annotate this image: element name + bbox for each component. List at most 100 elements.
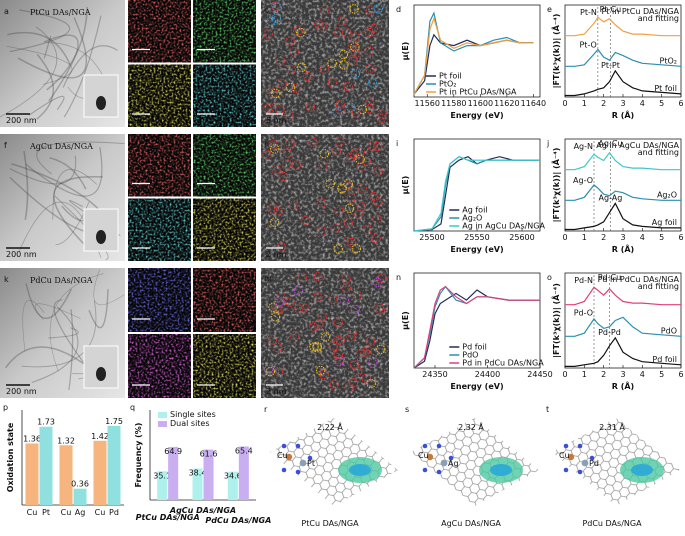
- scale-label: 200 nm: [6, 116, 37, 125]
- atom-marker: [285, 297, 295, 307]
- atom-marker: [328, 294, 338, 305]
- bar: [25, 443, 39, 505]
- atom-marker: [373, 166, 383, 177]
- x-tick-label: 6: [678, 370, 683, 379]
- atom-marker: [356, 202, 366, 212]
- bar: [59, 445, 73, 505]
- atom-marker: [368, 191, 379, 202]
- model-label: PdCu DAs/NGA: [582, 519, 642, 528]
- atom-marker: [331, 146, 342, 157]
- atom-label: Cu: [418, 451, 429, 460]
- atom-marker: [294, 304, 304, 314]
- atom-marker: [285, 138, 295, 149]
- atom-marker: [268, 140, 279, 150]
- x-tick-label: 5: [659, 370, 664, 379]
- atom-marker: [267, 204, 277, 214]
- panel-letter: f: [4, 141, 7, 150]
- eds-map: [128, 64, 191, 127]
- tem-wrinkle: [28, 95, 65, 116]
- peak-label: Pt-O: [579, 40, 596, 49]
- tem-wrinkle: [7, 31, 71, 65]
- eds-map: [193, 0, 256, 63]
- atom-marker: [335, 335, 345, 345]
- eds-map: [193, 268, 256, 332]
- y-axis-label: Frequency (%): [134, 423, 143, 488]
- bar: [168, 446, 179, 500]
- series-line: [565, 16, 681, 37]
- nitrogen-atom: [295, 469, 301, 475]
- panel-letter: t: [546, 405, 549, 414]
- x-tick-label: 5: [659, 99, 664, 108]
- atom-marker: [276, 242, 287, 252]
- tem-wrinkle: [68, 309, 74, 391]
- nitrogen-atom: [589, 455, 595, 461]
- scale-label: 100 nm: [132, 250, 163, 259]
- legend-label: Pd in PdCu DAs/NGA: [462, 359, 544, 368]
- atom-marker: [268, 302, 278, 312]
- atom-marker: [373, 141, 383, 152]
- legend-label: Ag in AgCu DAs/NGA: [462, 222, 545, 231]
- x-tick-label: 1: [582, 99, 587, 108]
- atom-marker: [316, 198, 327, 208]
- atom-marker: [335, 99, 346, 110]
- series-label: Pt foil: [654, 84, 677, 93]
- atom-marker: [284, 110, 294, 121]
- value-label: 1.36: [23, 434, 41, 443]
- legend-label: PdO: [462, 351, 478, 360]
- atom-label: Ag: [448, 459, 459, 468]
- atom-marker: [365, 64, 375, 74]
- metal-atom: [440, 459, 448, 467]
- y-axis-label: μ(E): [401, 42, 410, 61]
- atom-marker: [350, 304, 360, 315]
- metal-atom: [299, 459, 307, 467]
- atom-marker: [282, 148, 293, 158]
- eds-map: [128, 0, 191, 63]
- atom-marker: [320, 4, 330, 15]
- atom-marker: [272, 304, 282, 315]
- x-tick-label: 3: [620, 370, 625, 379]
- atom-marker: [263, 365, 274, 375]
- atom-marker: [263, 29, 273, 39]
- atom-marker: [376, 113, 387, 124]
- atom-marker: [319, 149, 330, 159]
- x-tick-label: Pt: [42, 508, 50, 517]
- y-axis-label: Oxidation state: [6, 422, 15, 492]
- scale-label: 100 nm: [132, 116, 163, 125]
- atom-marker: [316, 226, 326, 237]
- bar: [192, 468, 203, 500]
- atom-marker: [376, 344, 386, 354]
- metal-atom: [567, 453, 575, 461]
- x-tick-label: 2: [601, 99, 606, 108]
- sample-label: PtCu DAs/NGA: [30, 8, 91, 17]
- graphene-lattice: [552, 418, 680, 506]
- atom-marker: [349, 4, 359, 14]
- legend-label: Ag₂O: [462, 214, 482, 223]
- atom-marker: [343, 179, 353, 189]
- scale-label: 100 nm: [132, 321, 163, 330]
- atom-marker: [375, 305, 385, 315]
- atom-marker: [285, 82, 296, 93]
- panel-letter: a: [4, 7, 9, 16]
- series-label: Ag₂O: [657, 190, 677, 199]
- atom-marker: [275, 297, 285, 307]
- x-tick-label: 0: [562, 233, 567, 242]
- x-tick-label: Cu: [61, 508, 72, 517]
- bar: [107, 425, 121, 505]
- x-axis-label: R (Å): [612, 110, 634, 120]
- tem-wrinkle: [88, 289, 109, 329]
- atom-marker: [276, 292, 286, 303]
- tem-wrinkle: [9, 9, 71, 53]
- panel-letter: d: [396, 5, 401, 14]
- eds-map: [128, 198, 191, 261]
- atom-marker: [339, 60, 349, 70]
- x-tick-label: 11640: [521, 99, 546, 108]
- atom-marker: [336, 105, 346, 115]
- atom-marker: [282, 159, 292, 169]
- tem-wrinkle: [36, 53, 55, 120]
- x-tick-label: 3: [620, 99, 625, 108]
- atom-marker: [293, 285, 304, 296]
- atom-marker: [315, 365, 326, 376]
- sample-label: PdCu DAs/NGA: [30, 276, 93, 285]
- x-tick-label: PdCu DAs/NGA: [205, 516, 271, 525]
- peak-label: Pt-N: [580, 8, 597, 17]
